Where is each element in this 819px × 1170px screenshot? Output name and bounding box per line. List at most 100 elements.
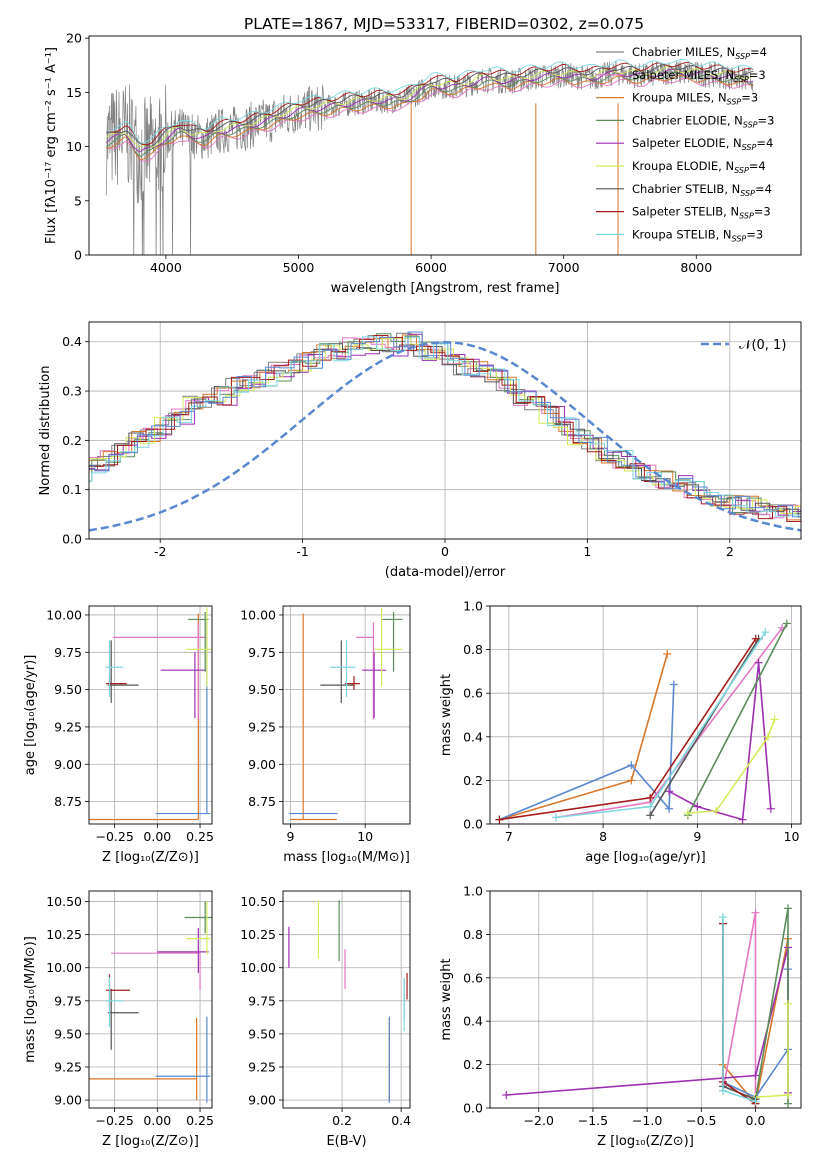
histogram-series (89, 337, 801, 519)
x-tick-label: 7000 (548, 260, 580, 275)
weight-line (499, 638, 757, 821)
plot-frame (489, 605, 802, 825)
x-tick-label: −0.25 (95, 1113, 133, 1128)
x-tick-label: 4000 (150, 260, 182, 275)
model-spectrum-line (105, 71, 754, 157)
y-tick-label: 10.00 (240, 960, 276, 975)
spectrum-panel: 4000 5000 6000 7000 8000 0 5 10 15 20 wavelength [… (44, 31, 802, 296)
legend-name: Kroupa MILES, N (632, 91, 727, 105)
x-tick-label: 0.00 (143, 829, 171, 844)
legend-entry: Chabrier ELODIE, NSSP=3 (632, 113, 774, 129)
histogram-series (89, 333, 801, 514)
age-vs-mass-panel: 9 10 8.75 9.00 9.25 9.50 9.75 10.00 mass [log₁₀(… (240, 605, 411, 865)
y-tick-label: 0.4 (463, 1014, 483, 1029)
plot-frame (282, 890, 411, 1109)
y-tick-label: 9.75 (54, 993, 82, 1008)
y-tick-label: 10.50 (46, 894, 82, 909)
y-tick-label: 9.00 (54, 757, 82, 772)
y-tick-label: 9.50 (54, 1026, 82, 1041)
y-tick-label: 9.50 (248, 1026, 276, 1041)
y-tick-label: 10 (66, 139, 82, 154)
histogram-series (89, 337, 801, 514)
errorbars (89, 901, 212, 1103)
y-tick-label: 9.75 (248, 645, 276, 660)
model-spectrum-line (105, 66, 754, 148)
y-tick-label: 0.2 (62, 433, 82, 448)
weight-lines (502, 904, 792, 1108)
legend-nssp: =4 (756, 136, 773, 150)
weight-line (687, 623, 788, 816)
x-tick-label: 0.00 (143, 1113, 171, 1128)
x-tick-label: -1 (296, 544, 308, 559)
legend-entry: Kroupa ELODIE, NSSP=4 (632, 159, 766, 175)
model-spectrum-line (106, 61, 754, 146)
histogram-series (89, 332, 801, 516)
y-tick-label: 8.75 (54, 794, 82, 809)
mass-vs-ebv-panel: 0.2 0.4 9.00 9.25 9.50 9.75 10.00 10.25 10.50 E(B… (240, 890, 411, 1149)
x-tick-label: −0.5 (686, 1113, 716, 1128)
weight-line (668, 662, 772, 821)
y-tick-label: 0.8 (463, 642, 483, 657)
y-tick-label: 0.0 (62, 532, 82, 547)
y-tick-label: 1.0 (463, 599, 483, 614)
plot-frame (88, 890, 213, 1109)
x-tick-label: 9 (693, 829, 701, 844)
legend-subscript: SSP (739, 212, 754, 221)
y-tick-label: 0.8 (463, 927, 483, 942)
x-tick-label: -2 (154, 544, 166, 559)
legend-name: Chabrier STELIB, N (632, 182, 740, 196)
x-tick-label: 0 (441, 544, 449, 559)
mass-vs-metallicity-panel: −0.25 0.00 0.25 9.00 9.25 9.50 9.75 10.00 10.25 1… (23, 890, 214, 1149)
legend-name: Chabrier ELODIE, N (632, 113, 743, 127)
legend-name: Chabrier MILES, N (632, 45, 735, 59)
legend-nssp: =4 (755, 182, 772, 196)
x-axis-label: mass [log₁₀(M/M⊙)] (283, 850, 410, 865)
y-tick-label: 9.50 (54, 682, 82, 697)
y-axis-label: Normed distribution (38, 366, 53, 496)
x-axis-label: wavelength [Angstrom, rest frame] (331, 281, 560, 296)
weight-line (499, 684, 675, 821)
y-tick-label: 8.75 (248, 794, 276, 809)
y-tick-label: 0.2 (463, 1057, 483, 1072)
mass-weight-vs-age-panel: 7 8 9 10 0.0 0.2 0.4 0.6 0.8 1.0 age [log₁₀(age/yr… (439, 599, 802, 865)
histogram-series (89, 335, 801, 522)
y-tick-label: 9.25 (248, 719, 276, 734)
y-tick-label: 10.00 (240, 607, 276, 622)
y-tick-label: 0.4 (463, 729, 483, 744)
x-tick-label: 0.25 (186, 1113, 214, 1128)
legend-name: Kroupa STELIB, N (632, 227, 732, 241)
legend-entry: Chabrier STELIB, NSSP=4 (632, 182, 772, 198)
y-axis-label: age [log₁₀(age/yr)] (23, 655, 38, 776)
y-tick-label: 10.25 (46, 927, 82, 942)
y-tick-label: 0 (74, 248, 82, 263)
observed-spectrum-line (105, 60, 754, 255)
legend-entry: 𝒩(0, 1) (739, 338, 786, 353)
residual-histogram-panel: -2 -1 0 1 2 0.0 0.1 0.2 0.3 0.4 (data-model)/error… (38, 321, 802, 580)
plot-frame (88, 35, 802, 256)
model-spectrum-line (106, 75, 754, 161)
plot-frame (282, 605, 411, 825)
histogram-series (89, 343, 801, 518)
legend-subscript: SSP (740, 189, 755, 198)
y-tick-label: 0.0 (463, 1101, 483, 1116)
y-axis-label: mass weight (439, 958, 454, 1040)
x-tick-label: 1 (583, 544, 591, 559)
x-tick-label: 8 (599, 829, 607, 844)
legend-name: Salpeter ELODIE, N (632, 136, 742, 150)
weight-line (722, 923, 756, 1101)
y-tick-label: 9.00 (248, 1093, 276, 1108)
histogram-series (89, 331, 801, 518)
x-tick-label: −0.25 (95, 829, 133, 844)
x-axis-label: Z [log₁₀(Z/Z⊙)] (597, 1134, 694, 1149)
y-tick-label: 10.50 (240, 894, 276, 909)
x-tick-label: 6000 (415, 260, 447, 275)
y-tick-label: 9.25 (248, 1059, 276, 1074)
plot-frame (489, 890, 802, 1109)
x-tick-label: −2.0 (524, 1113, 554, 1128)
x-tick-label: 7 (505, 829, 513, 844)
y-tick-label: 0.2 (463, 773, 483, 788)
model-spectrum-line (106, 78, 754, 162)
x-tick-label: −1.5 (578, 1113, 608, 1128)
x-tick-label: 10 (784, 829, 800, 844)
legend-subscript: SSP (732, 234, 747, 243)
